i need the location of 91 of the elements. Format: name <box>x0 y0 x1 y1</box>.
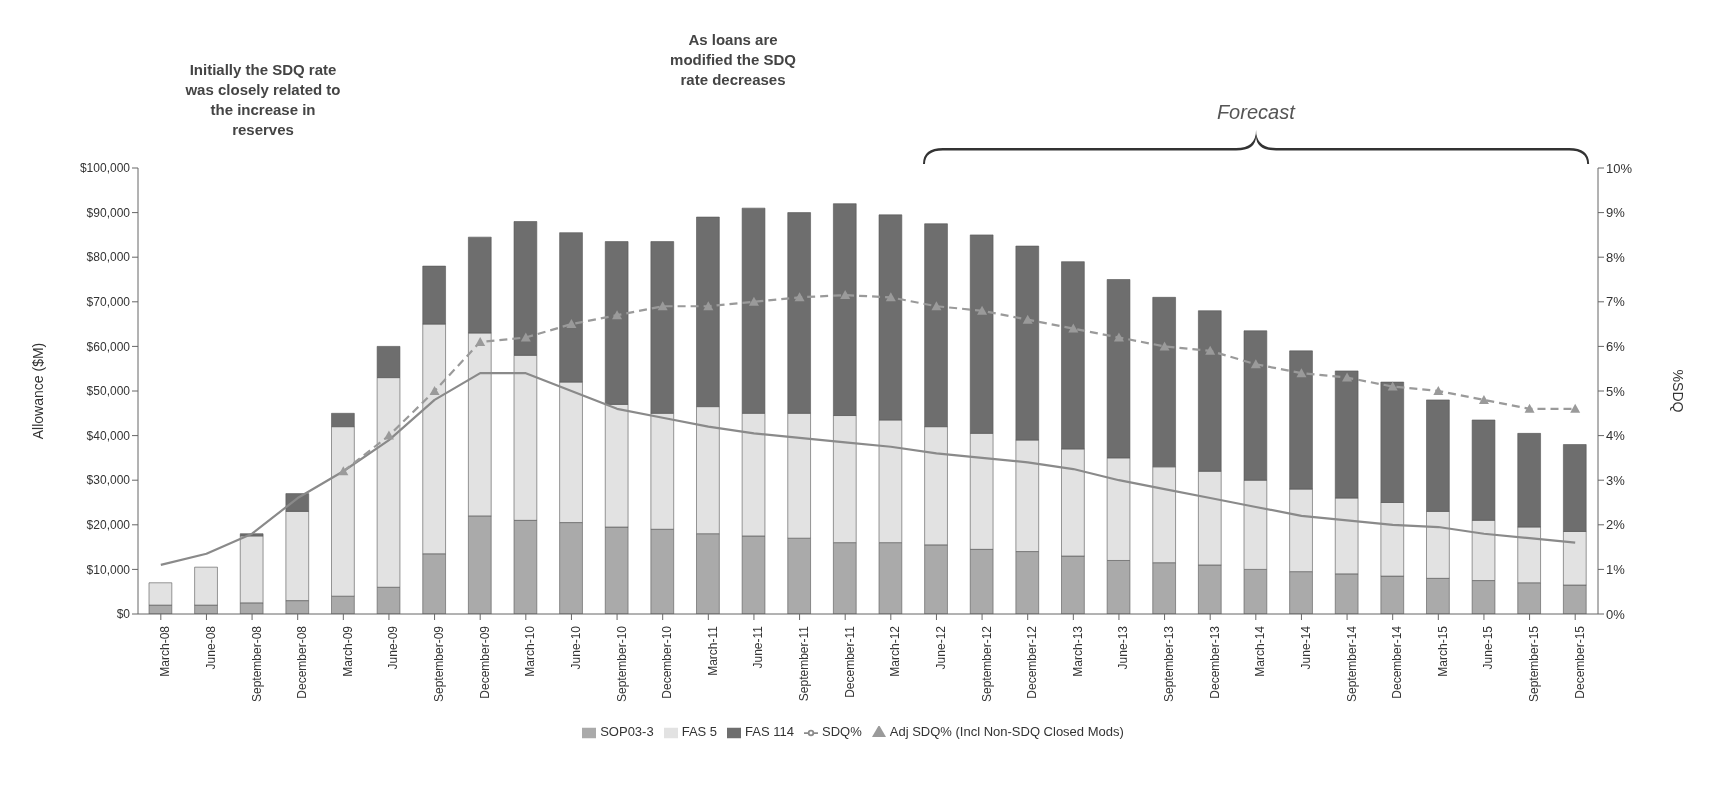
point <box>429 386 440 395</box>
legend-label: FAS 5 <box>681 724 718 739</box>
legend-label: Adj SDQ% (Incl Non-SDQ Closed Mods) <box>889 724 1124 739</box>
point <box>1433 386 1444 395</box>
text: Forecast <box>1215 101 1297 123</box>
point <box>1250 359 1261 369</box>
x-tick-label: June-09 <box>386 625 401 670</box>
point <box>794 292 805 302</box>
x-tick-label: September-11 <box>797 625 812 702</box>
point <box>1478 394 1489 404</box>
x-tick-label: September-08 <box>249 625 264 703</box>
point <box>1342 372 1353 382</box>
x-tick-label: March-13 <box>1070 625 1085 677</box>
x-tick-label: September-13 <box>1162 625 1177 703</box>
y-tick-label: $20,000 <box>86 518 131 533</box>
x-tick-label: March-15 <box>1435 625 1450 677</box>
y-axis-title: Allowance ($M) <box>29 342 46 440</box>
x-tick-label: December-14 <box>1390 625 1405 699</box>
y-tick-label: $100,000 <box>79 161 131 176</box>
y2-tick-label: 8% <box>1606 249 1626 265</box>
y2-tick-label: 5% <box>1606 383 1626 399</box>
y-tick-label: $80,000 <box>86 250 131 265</box>
x-tick-label: March-08 <box>158 625 173 677</box>
y2-tick-label: 7% <box>1606 294 1626 310</box>
point <box>1296 368 1307 378</box>
x-tick-label: June-15 <box>1481 625 1496 670</box>
x-tick-label: June-12 <box>933 625 948 670</box>
y2-tick-label: 6% <box>1606 339 1626 355</box>
y2-tick-label: 2% <box>1606 517 1626 533</box>
point <box>1570 403 1581 413</box>
point <box>1113 332 1124 342</box>
point <box>338 466 349 476</box>
x-tick-label: March-09 <box>340 625 355 677</box>
line-series <box>159 372 1577 567</box>
y-tick-label: $30,000 <box>86 473 131 488</box>
x-tick-label: December-10 <box>660 625 675 699</box>
legend-label: SOP03-3 <box>600 724 654 739</box>
x-tick-label: December-13 <box>1207 625 1222 699</box>
y2-tick-label: 4% <box>1606 428 1626 444</box>
y-tick-label: $10,000 <box>86 562 131 577</box>
y2-axis-title: %SDQ <box>1670 369 1687 413</box>
y2-tick-label: 3% <box>1606 472 1626 488</box>
y-tick-label: $50,000 <box>86 384 131 399</box>
y2-tick-label: 9% <box>1606 205 1626 221</box>
x-tick-label: March-14 <box>1253 625 1268 677</box>
x-tick-label: September-10 <box>614 625 629 703</box>
x-tick-label: June-13 <box>1116 625 1131 670</box>
x-tick-label: June-14 <box>1298 625 1313 670</box>
y-tick-label: $70,000 <box>86 295 131 310</box>
point <box>1205 345 1216 355</box>
y2-tick-label: 1% <box>1606 562 1626 578</box>
x-tick-label: December-11 <box>842 625 857 698</box>
point <box>383 430 394 440</box>
point <box>977 305 988 315</box>
point <box>612 310 623 320</box>
x-tick-label: December-12 <box>1025 625 1040 699</box>
legend-label: SDQ% <box>822 724 862 739</box>
legend-label: FAS 114 <box>745 724 794 739</box>
x-tick-label: September-09 <box>432 625 447 703</box>
point <box>703 301 714 311</box>
point <box>748 296 759 306</box>
point <box>566 319 577 329</box>
x-tick-label: June-11 <box>751 625 766 669</box>
x-tick-label: March-11 <box>705 625 720 676</box>
point <box>657 301 668 311</box>
text: As loans are modified the SDQ rate decreases <box>669 30 797 90</box>
x-tick-label: March-10 <box>523 625 538 677</box>
point <box>931 301 942 311</box>
y-tick-label: $40,000 <box>86 428 131 443</box>
x-tick-label: September-12 <box>979 625 994 703</box>
y-tick-label: $60,000 <box>86 339 131 354</box>
point <box>1524 403 1535 413</box>
y2-tick-label: 0% <box>1606 606 1626 622</box>
point <box>1022 314 1033 324</box>
x-tick-label: December-08 <box>295 625 310 699</box>
point <box>475 336 486 346</box>
point <box>885 292 896 302</box>
y2-tick-label: 10% <box>1606 160 1633 176</box>
point <box>840 290 851 300</box>
x-tick-label: June-08 <box>203 625 218 670</box>
point <box>1068 323 1079 333</box>
x-tick-label: June-10 <box>568 625 583 670</box>
x-tick-label: March-12 <box>888 625 903 677</box>
point <box>1387 381 1398 391</box>
text: Initially the SDQ rate was closely related to the increase in reserves <box>184 60 342 140</box>
x-tick-label: September-15 <box>1527 625 1542 703</box>
x-tick-label: December-09 <box>477 625 492 699</box>
x-tick-label: December-15 <box>1572 625 1587 699</box>
y-tick-label: $0 <box>116 607 131 622</box>
x-tick-label: September-14 <box>1344 625 1359 703</box>
y-tick-label: $90,000 <box>86 205 131 220</box>
